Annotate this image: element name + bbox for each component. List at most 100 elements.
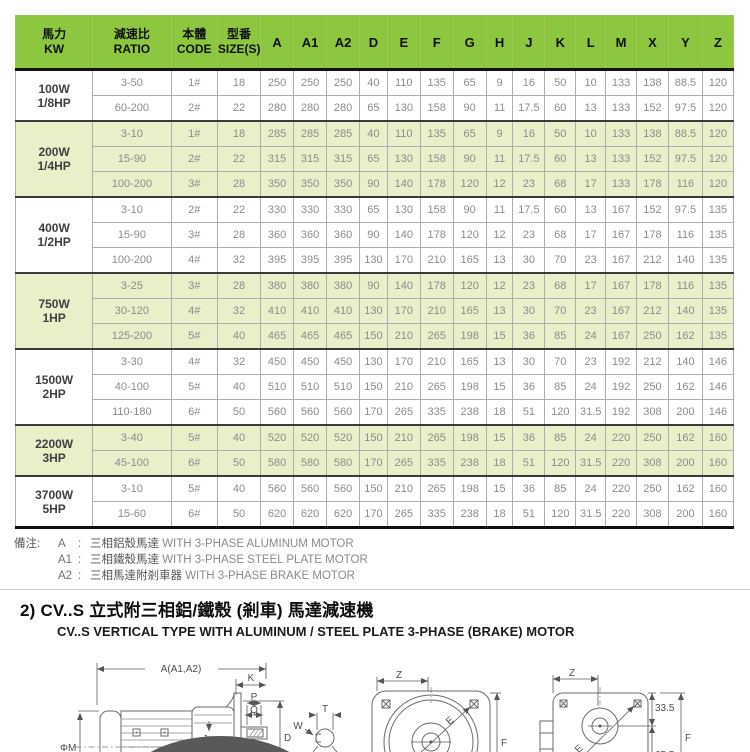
value-cell: 133 xyxy=(605,171,637,198)
dim-z2-label: Z xyxy=(569,668,575,679)
value-cell: 178 xyxy=(636,171,669,198)
value-cell: 450 xyxy=(326,348,360,375)
value-cell: 210 xyxy=(386,323,421,350)
ratio-cell: 100-200 xyxy=(92,171,172,198)
value-cell: 13 xyxy=(485,348,514,375)
value-cell: 138 xyxy=(636,68,669,96)
value-cell: 250 xyxy=(636,424,669,451)
value-cell: 15 xyxy=(485,374,514,400)
ratio-cell: 60-200 xyxy=(92,95,172,122)
value-cell: 160 xyxy=(701,501,735,528)
table-row: 60-200 2# 22 280 280 280 65 130 158 90 11 17.5 60 13 1… xyxy=(16,95,735,122)
value-cell: 178 xyxy=(636,222,669,248)
code-cell: 1# xyxy=(170,120,218,147)
value-cell: 31.5 xyxy=(575,501,607,528)
ratio-cell: 3-10 xyxy=(92,475,172,502)
value-cell: 220 xyxy=(605,450,637,477)
column-header: G xyxy=(452,15,487,71)
dim-655-label: 65.5 xyxy=(655,750,675,752)
value-cell: 178 xyxy=(419,171,454,198)
ratio-cell: 15-60 xyxy=(92,501,172,528)
value-cell: 17.5 xyxy=(512,196,546,223)
dim-z-label: Z xyxy=(396,670,402,681)
value-cell: 620 xyxy=(326,501,360,528)
value-cell: 350 xyxy=(293,171,328,198)
value-cell: 40 xyxy=(358,120,388,147)
value-cell: 13 xyxy=(575,95,607,122)
value-cell: 210 xyxy=(386,424,421,451)
value-cell: 178 xyxy=(636,272,669,299)
value-cell: 465 xyxy=(326,323,360,350)
code-cell: 2# xyxy=(170,196,218,223)
value-cell: 265 xyxy=(386,501,421,528)
table-row: 15-90 3# 28 360 360 360 90 140 178 120 12 23 68 17 167… xyxy=(16,222,735,248)
value-cell: 220 xyxy=(605,424,637,451)
value-cell: 30 xyxy=(512,298,546,324)
value-cell: 560 xyxy=(260,399,295,426)
value-cell: 130 xyxy=(358,298,388,324)
column-header: 型番 SIZE(S) xyxy=(216,15,262,71)
value-cell: 135 xyxy=(701,196,735,223)
value-cell: 308 xyxy=(636,399,669,426)
value-cell: 335 xyxy=(419,399,454,426)
value-cell: 116 xyxy=(667,222,703,248)
column-header: Z xyxy=(701,15,735,71)
column-header: J xyxy=(512,15,546,71)
dim-t-label: T xyxy=(322,704,328,715)
value-cell: 85 xyxy=(544,475,577,502)
column-header: E xyxy=(386,15,421,71)
value-cell: 17 xyxy=(575,171,607,198)
shaft-detail-drawing: W T ΦSh6 xyxy=(293,704,341,752)
code-cell: 2# xyxy=(170,95,218,122)
value-cell: 60 xyxy=(544,146,577,172)
value-cell: 133 xyxy=(605,146,637,172)
column-header: D xyxy=(358,15,388,71)
value-cell: 11 xyxy=(485,95,514,122)
value-cell: 210 xyxy=(386,475,421,502)
value-cell: 90 xyxy=(358,272,388,299)
value-cell: 17 xyxy=(575,272,607,299)
table-row: 110-180 6# 50 560 560 560 170 265 335 238 18 51 120 3… xyxy=(16,399,735,426)
value-cell: 200 xyxy=(667,399,703,426)
table-row: 200W 1/4HP 3-10 1# 18 285 285 285 40 110 135 65 9 16 5… xyxy=(14,120,735,198)
value-cell: 560 xyxy=(326,475,360,502)
value-cell: 350 xyxy=(260,171,295,198)
value-cell: 70 xyxy=(544,298,577,324)
value-cell: 12 xyxy=(485,222,514,248)
value-cell: 85 xyxy=(544,323,577,350)
value-cell: 158 xyxy=(419,146,454,172)
ratio-cell: 3-40 xyxy=(92,424,172,451)
value-cell: 140 xyxy=(667,247,703,274)
value-cell: 65 xyxy=(452,120,487,147)
value-cell: 380 xyxy=(326,272,360,299)
value-cell: 40 xyxy=(358,68,388,96)
code-cell: 6# xyxy=(170,450,218,477)
value-cell: 120 xyxy=(544,501,577,528)
column-header: A2 xyxy=(326,15,360,71)
table-row: 1500W 2HP 3-30 4# 32 450 450 450 130 170 210 165 13 3… xyxy=(14,348,735,426)
code-cell: 6# xyxy=(170,501,218,528)
code-cell: 5# xyxy=(170,374,218,400)
table-row: 100W 1/8HP 3-50 1# 18 250 250 250 40 110 135 65 9 16 5… xyxy=(14,68,735,122)
value-cell: 90 xyxy=(358,222,388,248)
value-cell: 395 xyxy=(260,247,295,274)
value-cell: 60 xyxy=(544,196,577,223)
notes-label: 備注: xyxy=(14,538,41,550)
value-cell: 135 xyxy=(701,222,735,248)
value-cell: 85 xyxy=(544,424,577,451)
power-cell: 400W 1/2HP xyxy=(14,196,94,274)
value-cell: 17.5 xyxy=(512,146,546,172)
value-cell: 450 xyxy=(260,348,295,375)
section-subheading: CV..S VERTICAL TYPE WITH ALUMINUM / STEE… xyxy=(57,624,575,639)
value-cell: 110 xyxy=(386,120,421,147)
size-cell: 18 xyxy=(216,120,262,147)
value-cell: 51 xyxy=(512,501,546,528)
value-cell: 133 xyxy=(605,120,637,147)
size-cell: 22 xyxy=(216,196,262,223)
value-cell: 560 xyxy=(293,475,328,502)
value-cell: 560 xyxy=(326,399,360,426)
value-cell: 380 xyxy=(293,272,328,299)
value-cell: 130 xyxy=(386,146,421,172)
value-cell: 12 xyxy=(485,272,514,299)
